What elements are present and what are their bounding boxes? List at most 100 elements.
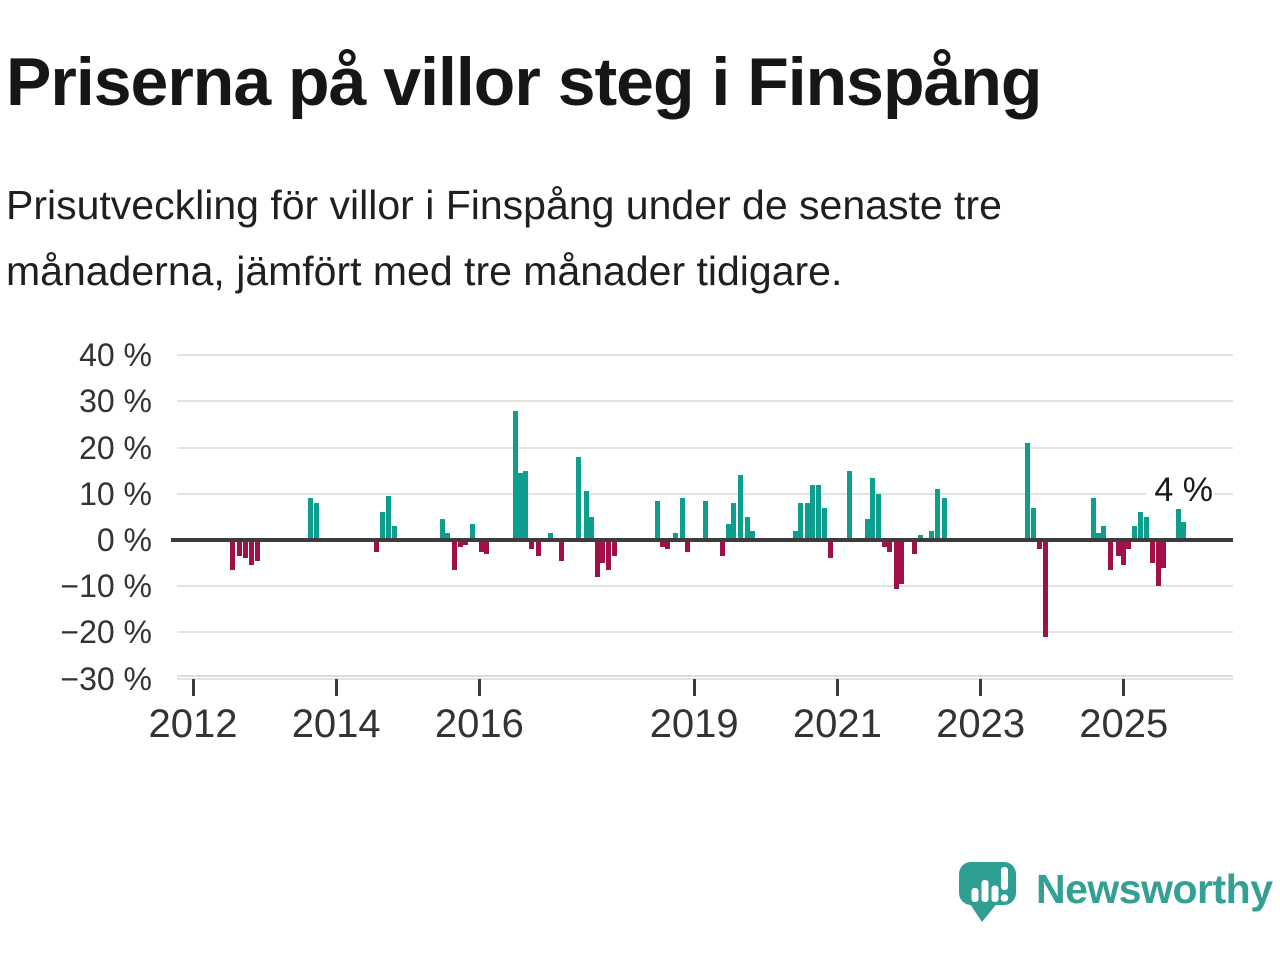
y-axis-tick-label: −10 %	[60, 568, 152, 605]
gridline	[177, 400, 1233, 403]
y-axis-tick-label: −20 %	[60, 614, 152, 651]
bar-negative	[479, 540, 485, 552]
bar-negative	[665, 540, 671, 550]
bar-positive	[869, 477, 875, 540]
bar-positive	[792, 530, 798, 540]
gridline	[177, 631, 1233, 634]
bar-negative	[595, 540, 601, 577]
bar-negative	[1115, 540, 1121, 557]
bar-negative	[827, 540, 833, 559]
x-axis-tick-label: 2021	[792, 702, 882, 746]
x-axis-tick-label: 2016	[434, 702, 524, 746]
bar-negative	[373, 540, 379, 552]
bar-negative	[1125, 540, 1131, 550]
bar-negative	[237, 540, 243, 557]
y-axis-tick-label: 0 %	[96, 522, 152, 558]
bar-positive	[804, 503, 810, 540]
bar-positive	[738, 475, 744, 540]
bar-positive	[1138, 512, 1144, 540]
newsworthy-speech-bubble-chart-icon	[959, 862, 1016, 922]
bar-negative	[887, 540, 893, 552]
bar-negative	[558, 540, 564, 561]
bar-negative	[1161, 540, 1167, 568]
page-title: Priserna på villor steg i Finspång	[6, 44, 1042, 120]
bar-positive	[809, 484, 815, 540]
bar-negative	[463, 540, 469, 545]
bar-negative	[1155, 540, 1161, 587]
bar-negative	[484, 540, 490, 554]
gridline	[177, 585, 1233, 588]
bar-negative	[1149, 540, 1155, 564]
x-axis-tick-label: 2025	[1079, 702, 1169, 746]
bar-negative	[1120, 540, 1126, 566]
bar-positive	[798, 503, 804, 540]
zero-axis-line	[171, 538, 1233, 542]
bar-positive	[929, 530, 935, 540]
bar-positive	[523, 470, 529, 540]
gridline	[177, 492, 1233, 495]
bar-positive	[744, 516, 750, 540]
y-axis-tick-label: 40 %	[79, 337, 152, 374]
bar-positive	[673, 533, 679, 540]
bar-positive	[584, 491, 590, 540]
bar-positive	[917, 535, 923, 540]
newsworthy-logo: Newsworthy	[959, 862, 1274, 922]
bar-positive	[1175, 498, 1181, 540]
x-axis-tick	[477, 679, 481, 696]
bar-negative	[451, 540, 457, 571]
bar-negative	[600, 540, 606, 564]
bar-positive	[513, 410, 519, 540]
bar-negative	[611, 540, 617, 557]
bar-positive	[875, 493, 881, 540]
bar-positive	[1090, 498, 1096, 540]
bar-positive	[469, 523, 475, 540]
x-axis-tick	[334, 679, 338, 696]
bar-positive	[1144, 516, 1150, 540]
bar-positive	[1101, 526, 1107, 540]
bar-negative	[1108, 540, 1114, 571]
bar-negative	[529, 540, 535, 550]
x-axis-tick-label: 2014	[291, 702, 381, 746]
bar-positive	[1031, 507, 1037, 540]
bar-positive	[1132, 526, 1138, 540]
gridline	[177, 446, 1233, 449]
x-axis-tick	[692, 679, 696, 696]
x-axis-tick	[835, 679, 839, 696]
bar-negative	[254, 540, 260, 561]
bar-negative	[911, 540, 917, 554]
bar-positive	[385, 496, 391, 540]
bar-positive	[576, 456, 582, 540]
bar-positive	[726, 523, 732, 540]
bar-negative	[899, 540, 905, 584]
gridline	[177, 354, 1233, 357]
bar-positive	[307, 498, 313, 540]
bar-positive	[942, 498, 948, 540]
y-axis-tick-label: 30 %	[79, 383, 152, 420]
bar-positive	[547, 533, 553, 540]
bar-positive	[1095, 533, 1101, 540]
bar-negative	[229, 540, 235, 571]
x-axis-tick	[191, 679, 195, 696]
bar-negative	[882, 540, 888, 547]
x-axis-tick	[1122, 679, 1126, 696]
bar-positive	[864, 519, 870, 540]
bar-negative	[606, 540, 612, 571]
bar-negative	[660, 540, 666, 547]
bar-positive	[847, 470, 853, 540]
bar-positive	[703, 500, 709, 540]
bar-negative	[242, 540, 248, 559]
bar-positive	[518, 473, 524, 540]
bar-negative	[1042, 540, 1048, 638]
x-axis-tick-label: 2012	[148, 702, 238, 746]
y-axis-tick-label: 20 %	[79, 429, 152, 466]
x-axis-tick	[979, 679, 983, 696]
newsworthy-wordmark: Newsworthy	[1036, 866, 1273, 912]
bar-positive	[589, 516, 595, 540]
subtitle-line-1: Prisutveckling för villor i Finspång und…	[6, 182, 1002, 228]
subtitle-line-2: månaderna, jämfört med tre månader tidig…	[6, 248, 843, 294]
bar-positive	[655, 500, 661, 540]
x-axis-tick-label: 2019	[649, 702, 739, 746]
bar-positive	[731, 503, 737, 540]
bar-positive	[313, 503, 319, 540]
